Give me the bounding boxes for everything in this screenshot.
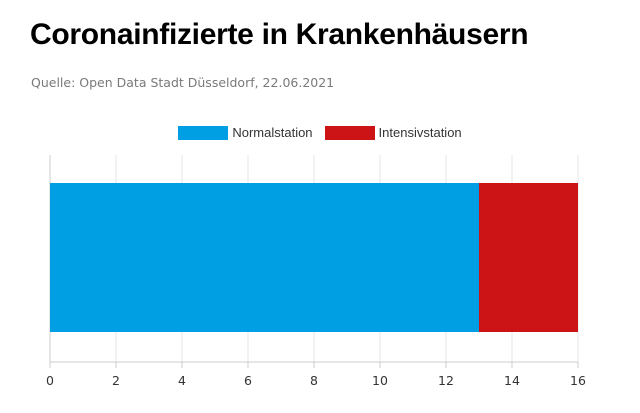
legend-swatch-normalstation: [178, 125, 229, 140]
x-tick-label-6: 6: [244, 373, 252, 388]
x-tick-label-10: 10: [372, 373, 388, 388]
legend-label-intensivstation: Intensivstation: [378, 125, 462, 140]
chart-legend: Normalstation Intensivstation: [0, 125, 640, 140]
x-tick-label-16: 16: [570, 373, 586, 388]
bar-normalstation[interactable]: [50, 183, 479, 332]
bar-intensivstation[interactable]: [479, 183, 578, 332]
x-tick-label-0: 0: [46, 373, 54, 388]
x-tick-label-12: 12: [438, 373, 454, 388]
legend-item-normalstation[interactable]: Normalstation: [178, 125, 313, 140]
chart-title: Coronainfizierte in Krankenhäusern: [30, 18, 529, 51]
x-tick-label-2: 2: [112, 373, 120, 388]
legend-label-normalstation: Normalstation: [232, 125, 313, 140]
chart-source: Quelle: Open Data Stadt Düsseldorf, 22.0…: [31, 75, 335, 90]
x-tick-label-8: 8: [310, 373, 318, 388]
legend-item-intensivstation[interactable]: Intensivstation: [324, 125, 462, 140]
legend-swatch-intensivstation: [324, 125, 375, 140]
x-tick-label-4: 4: [178, 373, 186, 388]
x-tick-label-14: 14: [504, 373, 520, 388]
